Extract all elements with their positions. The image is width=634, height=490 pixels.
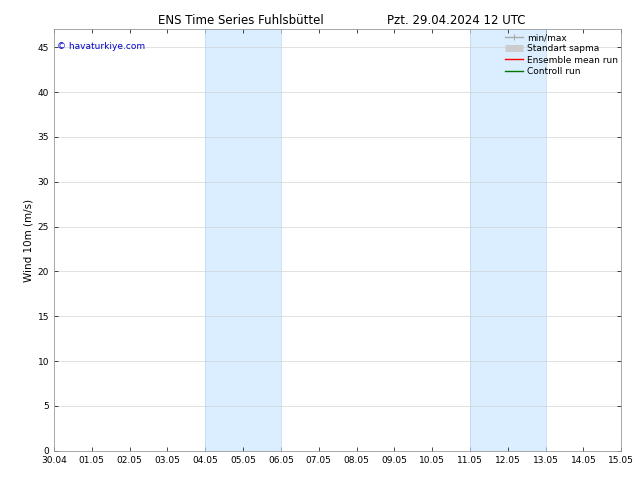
Legend: min/max, Standart sapma, Ensemble mean run, Controll run: min/max, Standart sapma, Ensemble mean r… [503, 31, 619, 77]
Y-axis label: Wind 10m (m/s): Wind 10m (m/s) [23, 198, 34, 282]
Text: © havaturkiye.com: © havaturkiye.com [56, 42, 145, 51]
Bar [470, 29, 546, 451]
Text: ENS Time Series Fuhlsbüttel: ENS Time Series Fuhlsbüttel [158, 14, 324, 27]
Bar [205, 29, 281, 451]
Text: Pzt. 29.04.2024 12 UTC: Pzt. 29.04.2024 12 UTC [387, 14, 526, 27]
